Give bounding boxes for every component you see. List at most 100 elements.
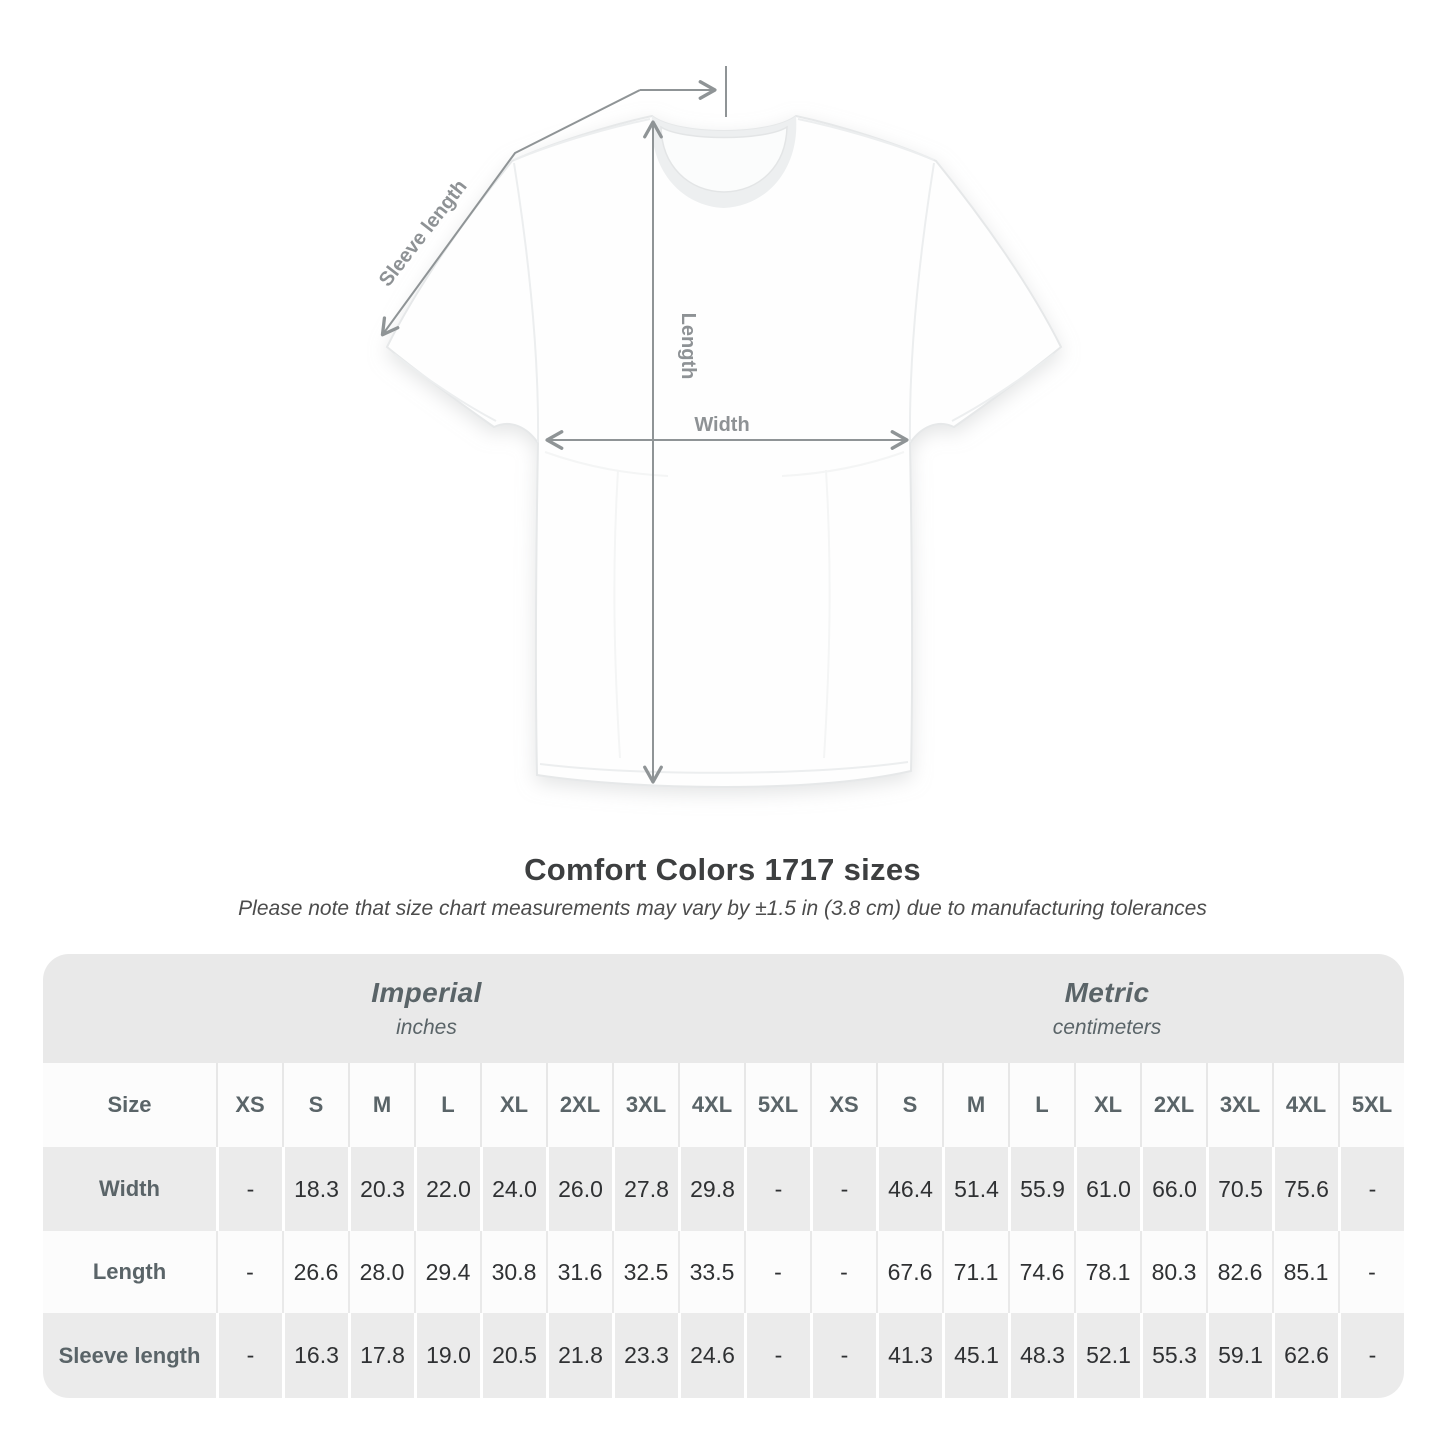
- size-chart-table: Imperial inches Metric centimeters Size …: [43, 954, 1404, 1398]
- value-cell: -: [744, 1147, 810, 1231]
- value-cell: 18.3: [282, 1147, 348, 1231]
- value-cell: 33.5: [678, 1231, 744, 1313]
- value-cell: 24.6: [678, 1313, 744, 1398]
- value-cell: 78.1: [1074, 1231, 1140, 1313]
- value-cell: 62.6: [1272, 1313, 1338, 1398]
- value-cell: 48.3: [1008, 1313, 1074, 1398]
- size-col-header: 3XL: [612, 1063, 678, 1147]
- row-label: Sleeve length: [58, 1342, 201, 1368]
- size-col-header: M: [942, 1063, 1008, 1147]
- value-cell: 41.3: [876, 1313, 942, 1398]
- value-cell: 21.8: [546, 1313, 612, 1398]
- size-col-header: 5XL: [744, 1063, 810, 1147]
- value-cell: -: [216, 1231, 282, 1313]
- value-cell: 75.6: [1272, 1147, 1338, 1231]
- value-cell: 28.0: [348, 1231, 414, 1313]
- size-col-header: 2XL: [1140, 1063, 1206, 1147]
- value-cell: 29.8: [678, 1147, 744, 1231]
- value-cell: -: [744, 1313, 810, 1398]
- size-chart-card: Imperial inches Metric centimeters Size …: [43, 954, 1404, 1398]
- value-cell: 55.9: [1008, 1147, 1074, 1231]
- unit-band-row: Imperial inches Metric centimeters: [43, 954, 1404, 1063]
- value-cell: -: [744, 1231, 810, 1313]
- imperial-label: Imperial: [371, 977, 482, 1008]
- value-cell: 82.6: [1206, 1231, 1272, 1313]
- value-cell: -: [1338, 1231, 1404, 1313]
- value-cell: 52.1: [1074, 1313, 1140, 1398]
- size-col-header: S: [876, 1063, 942, 1147]
- value-cell: 30.8: [480, 1231, 546, 1313]
- value-cell: 51.4: [942, 1147, 1008, 1231]
- table-row-width: Width - 18.3 20.3 22.0 24.0 26.0 27.8 29…: [43, 1147, 1404, 1231]
- value-cell: 19.0: [414, 1313, 480, 1398]
- size-column-header: Size: [43, 1063, 216, 1147]
- value-cell: 70.5: [1206, 1147, 1272, 1231]
- value-cell: -: [810, 1231, 876, 1313]
- imperial-group-header: Imperial inches: [43, 954, 810, 1063]
- tshirt-measurement-diagram: Sleeve length Length Width: [375, 66, 1063, 789]
- value-cell: 71.1: [942, 1231, 1008, 1313]
- size-header-row: Size XS S M L XL 2XL 3XL 4XL 5XL XS S M …: [43, 1063, 1404, 1147]
- metric-label: Metric: [1064, 977, 1150, 1008]
- value-cell: 67.6: [876, 1231, 942, 1313]
- size-col-header: M: [348, 1063, 414, 1147]
- value-cell: 31.6: [546, 1231, 612, 1313]
- size-col-header: XL: [1074, 1063, 1140, 1147]
- value-cell: 59.1: [1206, 1313, 1272, 1398]
- value-cell: 20.5: [480, 1313, 546, 1398]
- tshirt-shape: [385, 114, 1063, 789]
- value-cell: 46.4: [876, 1147, 942, 1231]
- row-label: Width: [99, 1176, 160, 1201]
- metric-group-header: Metric centimeters: [810, 954, 1404, 1063]
- size-col-header: 4XL: [678, 1063, 744, 1147]
- length-label: Length: [677, 313, 699, 380]
- value-cell: 85.1: [1272, 1231, 1338, 1313]
- value-cell: 45.1: [942, 1313, 1008, 1398]
- value-cell: 17.8: [348, 1313, 414, 1398]
- value-cell: 26.0: [546, 1147, 612, 1231]
- tshirt-graphic: Sleeve length Length Width: [375, 66, 1063, 789]
- size-col-header: XS: [216, 1063, 282, 1147]
- value-cell: 16.3: [282, 1313, 348, 1398]
- imperial-units: inches: [396, 1016, 457, 1039]
- size-col-header: 3XL: [1206, 1063, 1272, 1147]
- table-row-length: Length - 26.6 28.0 29.4 30.8 31.6 32.5 3…: [43, 1231, 1404, 1313]
- size-col-header: XL: [480, 1063, 546, 1147]
- fabric-folds: [544, 451, 905, 759]
- value-cell: 22.0: [414, 1147, 480, 1231]
- value-cell: 80.3: [1140, 1231, 1206, 1313]
- page-subtitle: Please note that size chart measurements…: [238, 897, 1207, 920]
- value-cell: 32.5: [612, 1231, 678, 1313]
- value-cell: -: [810, 1313, 876, 1398]
- size-col-header: 5XL: [1338, 1063, 1404, 1147]
- size-col-header: L: [414, 1063, 480, 1147]
- value-cell: 26.6: [282, 1231, 348, 1313]
- value-cell: 61.0: [1074, 1147, 1140, 1231]
- value-cell: 55.3: [1140, 1313, 1206, 1398]
- size-col-header: 4XL: [1272, 1063, 1338, 1147]
- measurement-lines: [380, 66, 909, 784]
- value-cell: -: [810, 1147, 876, 1231]
- table-row-sleeve-length: Sleeve length - 16.3 17.8 19.0 20.5 21.8…: [43, 1313, 1404, 1398]
- size-col-header: 2XL: [546, 1063, 612, 1147]
- size-col-header: S: [282, 1063, 348, 1147]
- value-cell: 66.0: [1140, 1147, 1206, 1231]
- width-label: Width: [694, 414, 749, 436]
- value-cell: 27.8: [612, 1147, 678, 1231]
- value-cell: -: [216, 1313, 282, 1398]
- value-cell: 23.3: [612, 1313, 678, 1398]
- size-col-header: L: [1008, 1063, 1074, 1147]
- collar-band: [660, 125, 788, 193]
- size-col-header: XS: [810, 1063, 876, 1147]
- value-cell: 20.3: [348, 1147, 414, 1231]
- value-cell: -: [1338, 1313, 1404, 1398]
- value-cell: -: [1338, 1147, 1404, 1231]
- sleeve-arrow-diagonal: [380, 89, 641, 337]
- tshirt-body: [385, 114, 1063, 789]
- row-label: Length: [92, 1259, 167, 1284]
- seam-lines: [393, 118, 1055, 774]
- value-cell: 24.0: [480, 1147, 546, 1231]
- page-title: Comfort Colors 1717 sizes: [524, 852, 921, 887]
- value-cell: 29.4: [414, 1231, 480, 1313]
- metric-units: centimeters: [1052, 1016, 1162, 1039]
